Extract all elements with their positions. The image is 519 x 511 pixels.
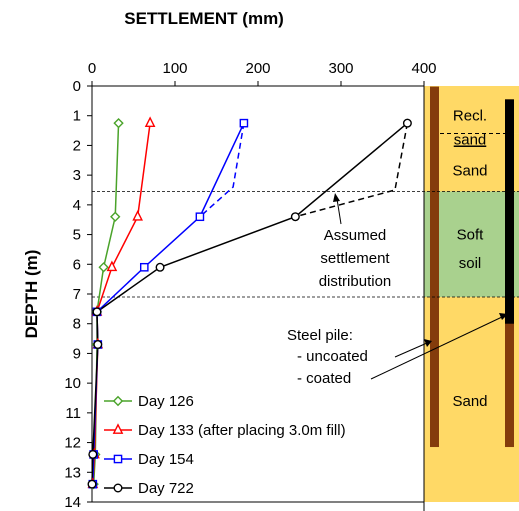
y-tick-label: 4: [73, 197, 81, 214]
legend-entry-label: Day 722: [138, 480, 194, 497]
x-axis-title: SETTLEMENT (mm): [124, 9, 284, 28]
x-tick-label: 200: [245, 60, 270, 77]
data-point-marker: [195, 212, 205, 222]
y-tick-label: 13: [64, 464, 81, 481]
data-point-marker: [92, 307, 102, 317]
soil-layer-label: Recl.: [453, 108, 487, 125]
x-tick-label: 100: [162, 60, 187, 77]
legend-entry-label: Day 154: [138, 451, 194, 468]
assumed-distribution-line: [295, 123, 409, 218]
steel-pile-label: - coated: [297, 370, 351, 387]
y-tick-label: 1: [73, 108, 81, 125]
coated-pile-pointer: [370, 316, 503, 380]
assumed-distribution-label: settlement: [320, 250, 390, 267]
x-tick-label: 400: [411, 60, 436, 77]
data-point-marker: [110, 211, 121, 222]
y-tick-label: 11: [65, 405, 81, 422]
y-tick-label: 12: [64, 435, 81, 452]
data-point-marker: [106, 260, 118, 272]
y-tick-label: 0: [73, 78, 81, 95]
y-axis-title: DEPTH (m): [22, 250, 41, 339]
assumed-distribution-label: Assumed: [324, 227, 387, 244]
axes: 0 100 200 300 40001234567891011121314SETTLEM…: [22, 9, 437, 511]
soil-layer-label: soil: [459, 255, 482, 272]
soil-layer: [424, 133, 519, 192]
y-tick-label: 9: [73, 345, 81, 362]
legend-entry-label: Day 133 (after placing 3.0m fill): [138, 422, 346, 439]
y-tick-label: 10: [64, 375, 81, 392]
uncoated-pile-pointer: [394, 342, 428, 358]
legend: Day 126 Day 133 (after placing 3.0m fill)…: [104, 393, 346, 497]
assumed-arrow-head: [333, 193, 340, 202]
data-point-marker: [402, 118, 412, 128]
y-tick-label: 6: [73, 256, 81, 273]
layer-boundary-lines: [92, 191, 519, 298]
y-tick-label: 2: [73, 137, 81, 154]
soil-layer-label: Sand: [452, 393, 487, 410]
y-tick-label: 7: [73, 286, 81, 303]
legend-entry-label: Day 126: [138, 393, 194, 410]
y-tick-label: 5: [73, 227, 81, 244]
data-point-marker: [239, 118, 249, 128]
soil-layer-label: Soft: [457, 227, 485, 244]
assumed-distribution-label: distribution: [319, 273, 392, 290]
data-point-marker: [88, 449, 98, 459]
data-point-marker: [113, 483, 123, 493]
assumed-distribution-line: [199, 123, 245, 218]
soil-profile: Recl. sand Sand Soft soil Sand: [423, 86, 519, 511]
x-tick-label: 0: [88, 60, 96, 77]
soil-layer-label: Sand: [452, 163, 487, 180]
data-point-marker: [98, 262, 109, 273]
uncoated-pile-pointer-head: [424, 339, 432, 347]
steel-pile-label: Steel pile:: [287, 327, 353, 344]
data-point-marker: [113, 117, 124, 129]
data-point-marker: [113, 454, 123, 464]
data-point-marker: [290, 212, 300, 222]
annotations: Assumed settlement distribution Steel pile:…: [287, 193, 508, 387]
data-point-marker: [112, 423, 124, 434]
data-point-marker: [155, 262, 165, 272]
soil-layer: [424, 86, 519, 134]
y-tick-label: 14: [64, 494, 81, 511]
soil-layer-label: sand: [454, 131, 487, 148]
coated-pile-coating: [505, 99, 514, 324]
soil-layer: [424, 191, 519, 297]
plot-area: [91, 85, 425, 503]
uncoated-pile: [430, 86, 439, 448]
y-tick-label: 3: [73, 167, 81, 184]
data-point-marker: [87, 479, 97, 489]
coated-pile-pointer-head: [499, 313, 508, 320]
x-tick-label: 300: [328, 60, 353, 77]
assumed-arrow-line: [336, 198, 342, 225]
data-series: [87, 116, 412, 490]
data-point-marker: [93, 340, 103, 350]
data-point-marker: [112, 395, 124, 407]
data-point-marker: [132, 209, 143, 221]
data-point-marker: [144, 116, 156, 128]
steel-pile-label: - uncoated: [297, 348, 368, 365]
y-tick-label: 8: [73, 316, 81, 333]
data-point-marker: [139, 262, 149, 272]
plot-frame: [91, 85, 425, 503]
